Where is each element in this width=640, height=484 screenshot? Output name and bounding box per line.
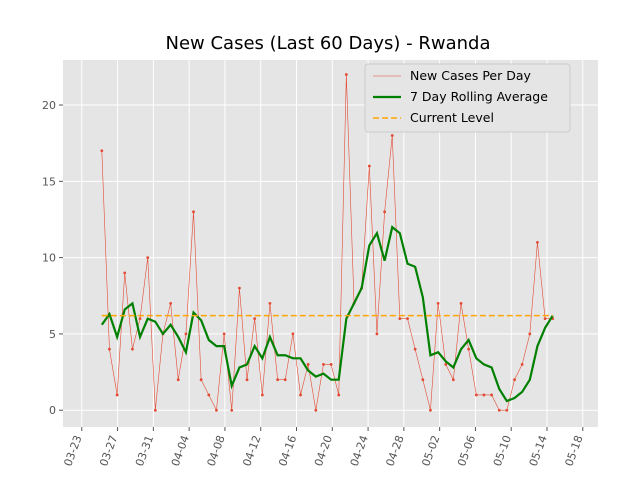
data-point — [283, 378, 287, 382]
data-point — [383, 210, 387, 214]
data-point — [222, 332, 226, 336]
x-tick-label: 03-27 — [97, 434, 120, 468]
data-point — [413, 347, 417, 351]
data-point — [123, 271, 127, 275]
data-point — [520, 363, 524, 366]
data-point — [184, 332, 188, 336]
data-point — [100, 149, 104, 153]
data-point — [291, 332, 295, 336]
data-point — [497, 408, 501, 412]
data-point — [253, 317, 257, 321]
data-point — [444, 363, 448, 366]
legend-label: Current Level — [410, 110, 494, 125]
x-tick-label: 05-02 — [419, 434, 442, 468]
data-point — [115, 393, 119, 397]
data-point — [543, 317, 547, 321]
x-tick-label: 04-04 — [169, 434, 192, 468]
x-tick-label: 04-28 — [384, 434, 407, 468]
y-tick-label: 5 — [49, 328, 56, 341]
chart-title: New Cases (Last 60 Days) - Rwanda — [165, 33, 490, 54]
data-point — [505, 408, 509, 412]
data-point — [169, 301, 173, 305]
data-point — [513, 378, 516, 382]
data-point — [230, 408, 234, 412]
data-point — [108, 347, 111, 351]
y-tick-label: 15 — [42, 175, 56, 188]
data-point — [344, 73, 348, 76]
y-tick-label: 20 — [42, 99, 56, 112]
data-point — [207, 393, 211, 397]
y-tick-label: 10 — [42, 252, 56, 265]
data-point — [459, 301, 463, 305]
data-point — [467, 347, 471, 351]
data-point — [314, 408, 318, 412]
x-tick-label: 05-18 — [562, 434, 585, 468]
data-point — [260, 393, 264, 397]
data-point — [421, 378, 425, 382]
data-point — [199, 378, 203, 382]
data-point — [337, 393, 341, 397]
series-line — [100, 225, 554, 403]
data-point — [192, 210, 195, 214]
legend-label: 7 Day Rolling Average — [410, 89, 548, 104]
x-tick-label: 04-24 — [348, 434, 371, 468]
data-point — [268, 301, 272, 305]
data-point — [299, 393, 302, 397]
data-point — [406, 317, 409, 321]
data-point — [153, 408, 157, 412]
data-point — [474, 393, 478, 397]
data-point — [238, 286, 241, 290]
data-point — [138, 317, 142, 321]
data-point — [436, 301, 440, 305]
data-point — [390, 134, 394, 137]
data-point — [490, 393, 494, 397]
data-point — [322, 363, 325, 366]
data-point — [245, 378, 249, 382]
data-point — [215, 408, 218, 412]
x-tick-label: 03-23 — [61, 434, 84, 468]
data-point — [429, 408, 432, 412]
x-tick-label: 05-10 — [491, 434, 514, 468]
data-point — [176, 378, 180, 382]
data-point — [536, 240, 539, 244]
legend-box — [364, 63, 571, 133]
data-point — [375, 332, 379, 336]
data-point — [451, 378, 455, 382]
x-tick-label: 03-31 — [133, 434, 156, 468]
data-point — [276, 378, 280, 382]
x-tick-label: 04-08 — [205, 434, 228, 468]
legend-label: New Cases Per Day — [410, 68, 531, 83]
data-point — [329, 363, 333, 366]
x-tick-label: 05-14 — [527, 434, 550, 468]
data-point — [367, 164, 371, 168]
x-tick-label: 04-12 — [240, 434, 263, 468]
data-point — [398, 317, 402, 321]
x-tick-label: 05-06 — [455, 434, 478, 468]
data-point — [528, 332, 532, 336]
y-tick-label: 0 — [49, 404, 56, 417]
x-tick-label: 04-20 — [312, 434, 335, 468]
data-point — [131, 347, 134, 351]
data-point — [306, 363, 310, 366]
data-point — [146, 256, 150, 260]
x-tick-label: 04-16 — [276, 434, 299, 468]
data-point — [482, 393, 486, 397]
